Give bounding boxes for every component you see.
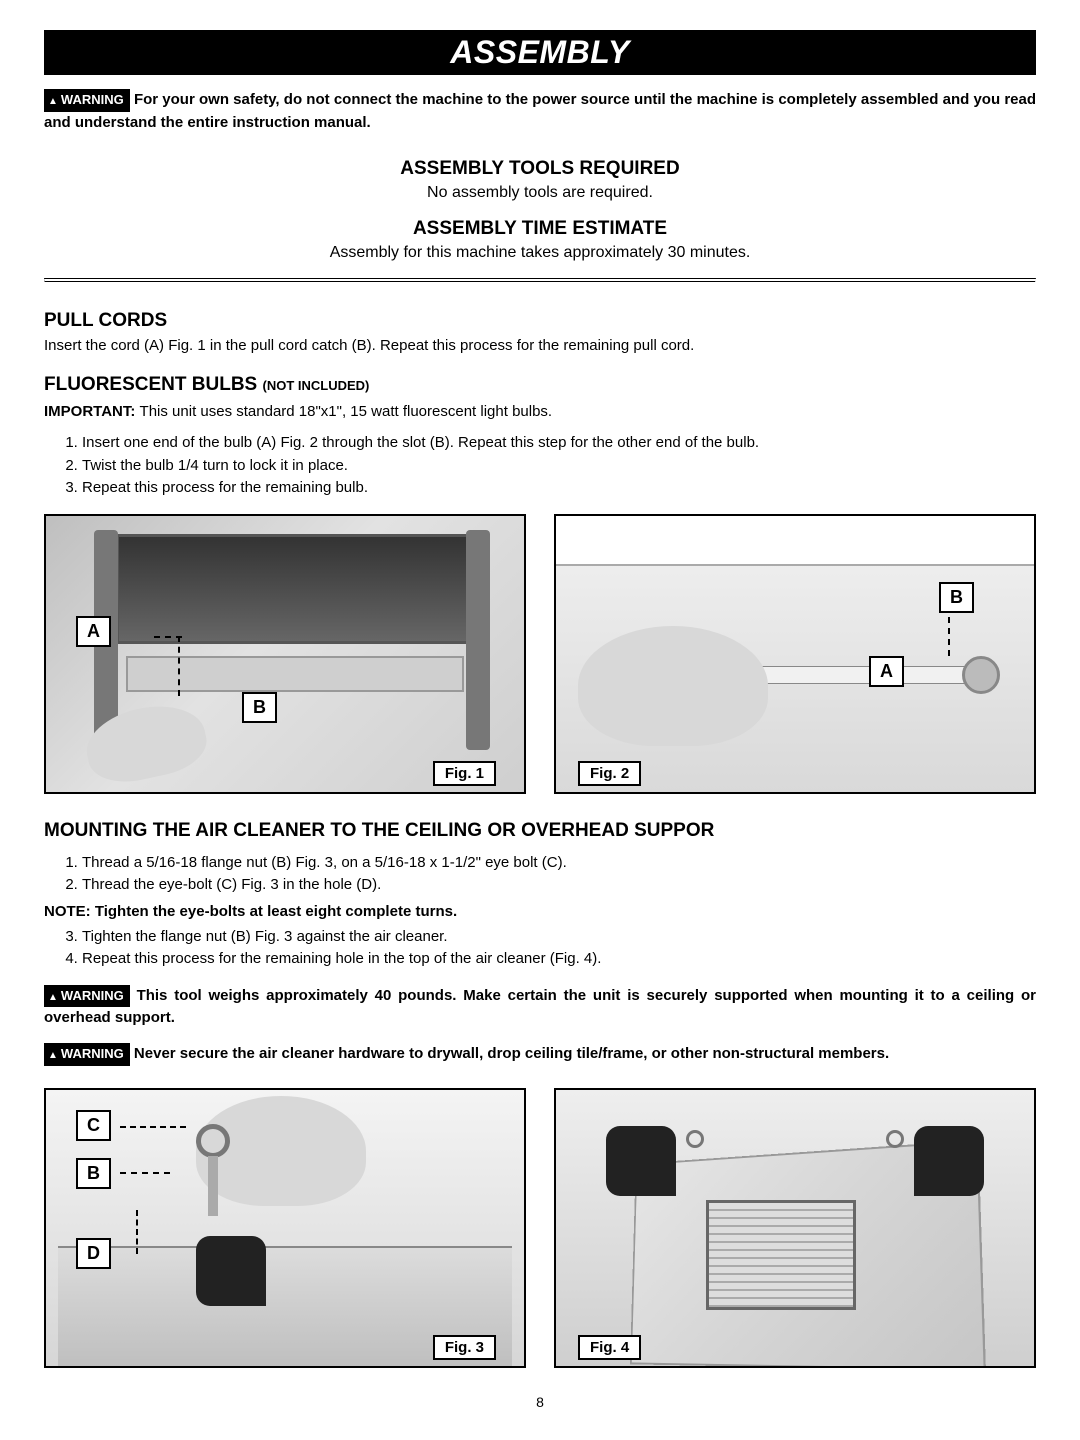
figure-1: A B Fig. 1 (44, 514, 526, 794)
bulbs-step: Repeat this process for the remaining bu… (82, 477, 1036, 500)
tools-text: No assembly tools are required. (44, 184, 1036, 202)
fig3-callout-b: B (76, 1158, 111, 1189)
warning-paragraph-1: WARNING For your own safety, do not conn… (44, 89, 1036, 134)
time-text: Assembly for this machine takes approxim… (44, 244, 1036, 262)
mounting-note: NOTE: Tighten the eye-bolts at least eig… (44, 903, 1036, 920)
mounting-step: Repeat this process for the remaining ho… (82, 948, 1036, 971)
bulbs-step: Insert one end of the bulb (A) Fig. 2 th… (82, 432, 1036, 455)
fig1-label: Fig. 1 (433, 761, 496, 786)
mounting-step: Thread the eye-bolt (C) Fig. 3 in the ho… (82, 874, 1036, 897)
bulbs-important: IMPORTANT: This unit uses standard 18"x1… (44, 402, 1036, 422)
bulbs-heading: FLUORESCENT BULBS (NOT INCLUDED) (44, 374, 1036, 396)
figure-4: Fig. 4 (554, 1088, 1036, 1368)
mounting-steps-b: Tighten the flange nut (B) Fig. 3 agains… (44, 926, 1036, 971)
fig2-callout-b: B (939, 582, 974, 613)
important-label: IMPORTANT: (44, 403, 140, 420)
warning-2-text: This tool weighs approximately 40 pounds… (44, 987, 1036, 1027)
warning-badge: WARNING (44, 1043, 130, 1066)
warning-badge: WARNING (44, 985, 130, 1008)
fig2-label: Fig. 2 (578, 761, 641, 786)
divider (44, 278, 1036, 282)
pull-cords-text: Insert the cord (A) Fig. 1 in the pull c… (44, 336, 1036, 356)
pull-cords-heading: PULL CORDS (44, 310, 1036, 332)
bulbs-heading-main: FLUORESCENT BULBS (44, 374, 263, 395)
bulbs-step: Twist the bulb 1/4 turn to lock it in pl… (82, 455, 1036, 478)
mounting-heading: MOUNTING THE AIR CLEANER TO THE CEILING … (44, 820, 1036, 842)
mounting-step: Tighten the flange nut (B) Fig. 3 agains… (82, 926, 1036, 949)
mounting-step: Thread a 5/16-18 flange nut (B) Fig. 3, … (82, 852, 1036, 875)
section-banner: ASSEMBLY (44, 30, 1036, 75)
figure-3: C B D Fig. 3 (44, 1088, 526, 1368)
fig4-label: Fig. 4 (578, 1335, 641, 1360)
fig1-callout-b: B (242, 692, 277, 723)
fig1-callout-a: A (76, 616, 111, 647)
important-text: This unit uses standard 18"x1", 15 watt … (140, 403, 553, 420)
page-number: 8 (44, 1394, 1036, 1410)
fig2-callout-a: A (869, 656, 904, 687)
warning-badge: WARNING (44, 89, 130, 112)
mounting-steps-a: Thread a 5/16-18 flange nut (B) Fig. 3, … (44, 852, 1036, 897)
warning-paragraph-3: WARNING Never secure the air cleaner har… (44, 1043, 1036, 1066)
figure-2: A B Fig. 2 (554, 514, 1036, 794)
tools-heading: ASSEMBLY TOOLS REQUIRED (44, 158, 1036, 180)
fig3-label: Fig. 3 (433, 1335, 496, 1360)
warning-3-text: Never secure the air cleaner hardware to… (134, 1045, 889, 1062)
warning-1-text: For your own safety, do not connect the … (44, 91, 1036, 131)
fig3-callout-c: C (76, 1110, 111, 1141)
bulbs-steps: Insert one end of the bulb (A) Fig. 2 th… (44, 432, 1036, 500)
warning-paragraph-2: WARNING This tool weighs approximately 4… (44, 985, 1036, 1030)
time-heading: ASSEMBLY TIME ESTIMATE (44, 218, 1036, 240)
fig3-callout-d: D (76, 1238, 111, 1269)
bulbs-subheading: (NOT INCLUDED) (263, 378, 370, 393)
